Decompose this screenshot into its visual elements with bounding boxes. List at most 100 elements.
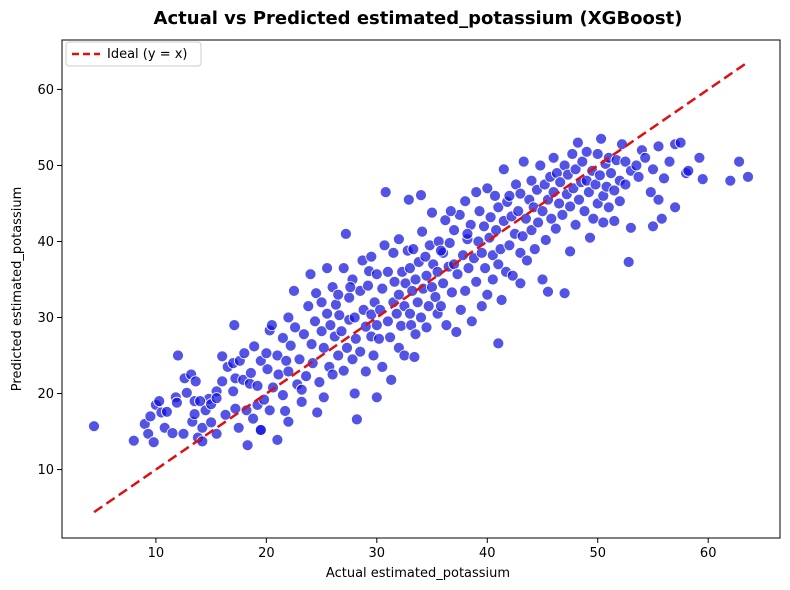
data-point — [271, 433, 284, 446]
data-point — [459, 284, 472, 297]
data-point — [288, 284, 300, 297]
data-point — [196, 421, 209, 434]
data-point — [439, 214, 452, 227]
data-point — [415, 311, 427, 324]
data-point — [497, 163, 510, 176]
data-point — [289, 321, 302, 334]
data-point — [392, 288, 405, 301]
data-point — [271, 349, 284, 362]
x-tick-label: 60 — [700, 546, 717, 561]
data-point — [402, 193, 415, 206]
data-point — [189, 375, 202, 388]
data-point — [528, 243, 541, 256]
data-point — [587, 212, 600, 225]
y-tick-label: 30 — [37, 311, 54, 326]
data-point — [549, 222, 562, 235]
data-point — [376, 282, 389, 295]
data-point — [240, 404, 253, 417]
data-point — [481, 182, 494, 195]
data-point — [556, 208, 569, 221]
data-point — [547, 151, 560, 164]
data-point — [276, 332, 289, 344]
data-point — [188, 408, 201, 421]
data-point — [525, 224, 538, 237]
data-point — [539, 234, 552, 246]
data-point — [652, 140, 665, 153]
data-point — [370, 391, 383, 404]
data-point — [465, 315, 478, 328]
data-point — [576, 155, 589, 168]
data-point — [170, 396, 183, 409]
data-point — [260, 347, 273, 360]
data-point — [525, 174, 538, 187]
data-point — [265, 319, 278, 332]
data-point — [545, 212, 558, 225]
data-point — [295, 395, 308, 408]
data-point — [682, 164, 695, 177]
data-point — [434, 244, 447, 257]
data-point — [282, 365, 295, 378]
data-point — [696, 173, 709, 186]
data-point — [569, 218, 582, 231]
data-point — [583, 186, 595, 199]
data-point — [663, 155, 676, 168]
data-point — [387, 246, 400, 259]
data-point — [311, 406, 324, 419]
data-point — [381, 265, 394, 278]
data-point — [475, 246, 488, 259]
data-point — [229, 402, 242, 415]
data-point — [282, 415, 295, 428]
x-tick-label: 10 — [148, 546, 165, 561]
data-point — [348, 387, 361, 400]
data-point — [205, 416, 218, 429]
data-point — [483, 231, 496, 244]
data-point — [564, 245, 576, 258]
y-tick-label: 40 — [37, 235, 54, 250]
x-tick-label: 20 — [258, 546, 275, 561]
data-point — [315, 325, 328, 338]
data-point — [219, 408, 232, 421]
data-point — [437, 277, 450, 290]
data-point — [210, 392, 223, 405]
data-point — [591, 148, 604, 160]
data-point — [639, 151, 652, 164]
data-point — [532, 216, 544, 229]
plot-frame — [61, 39, 781, 539]
data-point — [486, 249, 499, 262]
data-point — [317, 391, 330, 404]
data-point — [244, 367, 257, 379]
data-point — [584, 231, 596, 244]
ideal-line — [93, 61, 749, 514]
data-point — [304, 268, 317, 281]
data-point — [341, 341, 353, 354]
legend: Ideal (y = x) — [65, 41, 202, 67]
data-point — [297, 328, 310, 341]
data-point — [315, 296, 328, 309]
data-point — [404, 262, 416, 275]
data-point — [251, 379, 264, 392]
data-point — [578, 205, 591, 218]
data-point — [644, 186, 657, 199]
data-point — [324, 319, 337, 332]
data-point — [492, 201, 505, 214]
data-point — [554, 176, 567, 189]
data-point — [381, 315, 394, 328]
data-point — [166, 427, 179, 440]
data-point — [379, 186, 392, 199]
data-point — [622, 256, 635, 268]
data-point — [434, 300, 447, 313]
data-point — [326, 368, 339, 381]
data-point — [153, 395, 166, 408]
data-point — [558, 287, 571, 300]
data-point — [354, 345, 367, 358]
data-point — [416, 225, 429, 238]
data-point — [339, 227, 352, 240]
data-point — [580, 145, 593, 158]
data-point — [392, 233, 405, 246]
data-point — [142, 427, 155, 440]
data-point — [479, 262, 492, 275]
data-point — [216, 350, 229, 363]
data-point — [390, 307, 403, 320]
data-point — [337, 262, 350, 275]
data-point — [420, 269, 433, 282]
